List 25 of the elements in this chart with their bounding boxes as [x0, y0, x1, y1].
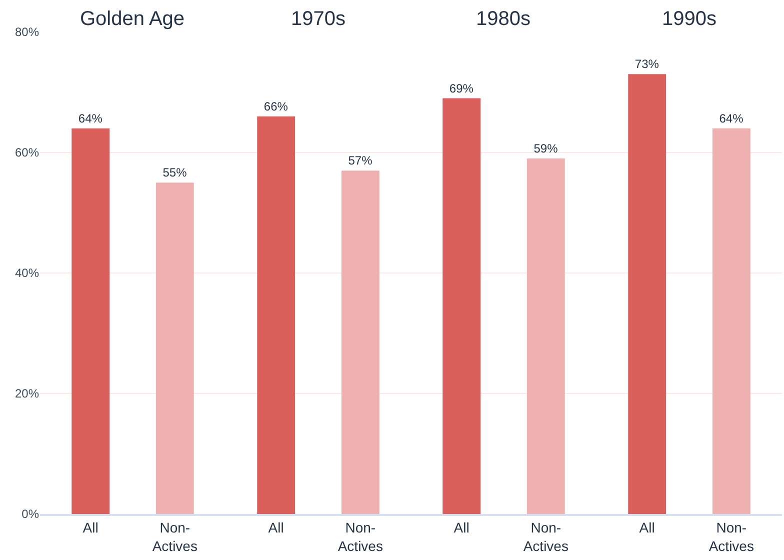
y-tick-label: 80%: [14, 25, 40, 40]
chart-title: 1980s: [476, 8, 530, 30]
data-label: 73%: [634, 57, 660, 72]
x-tick-label: All: [639, 520, 655, 536]
data-label: 64%: [719, 111, 744, 126]
chart-title: 1970s: [291, 8, 346, 30]
chart-title: 1990s: [662, 8, 716, 30]
data-label: 66%: [264, 99, 288, 114]
x-tick-label: Non-Actives: [708, 520, 754, 554]
y-tick-label: 60%: [14, 146, 40, 160]
data-label: 57%: [348, 154, 373, 168]
data-label: 59%: [534, 142, 558, 156]
x-tick-label: Non-Actives: [152, 520, 198, 554]
y-tick-label: 20%: [14, 386, 40, 401]
chart-title: Golden Age: [80, 8, 185, 30]
x-tick-label: All: [268, 520, 284, 536]
x-tick-label: All: [454, 520, 470, 536]
y-tick-label: 40%: [14, 266, 40, 280]
y-tick-label: 0%: [22, 507, 40, 522]
data-label: 55%: [162, 166, 188, 180]
x-tick-label: All: [82, 520, 98, 536]
x-tick-label: Non-Actives: [338, 520, 383, 554]
x-tick-label: Non-Actives: [523, 520, 568, 554]
data-label: 64%: [78, 111, 103, 126]
data-label: 69%: [449, 81, 474, 96]
